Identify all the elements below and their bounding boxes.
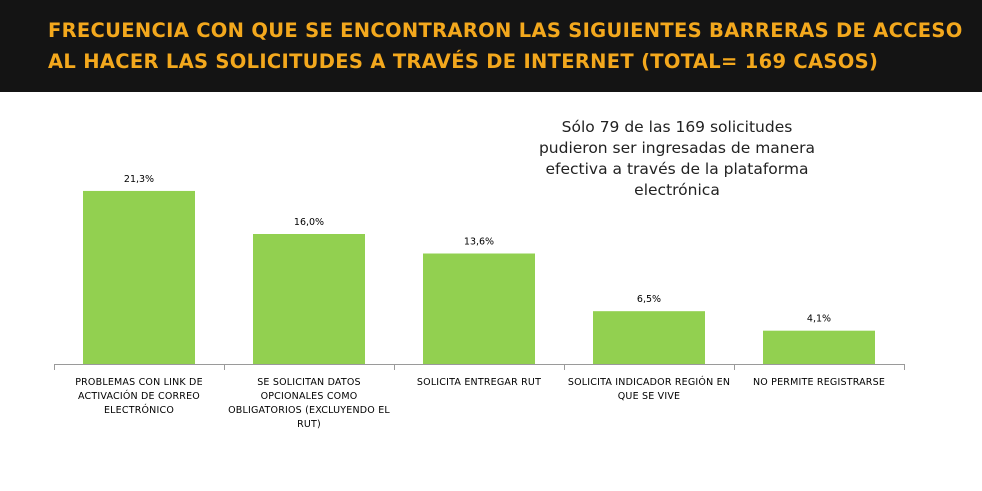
data-label: 13,6% <box>464 237 494 248</box>
title-banner: FRECUENCIA CON QUE SE ENCONTRARON LAS SI… <box>0 0 982 92</box>
data-label: 16,0% <box>294 217 324 228</box>
page-title-line-1: FRECUENCIA CON QUE SE ENCONTRARON LAS SI… <box>48 19 963 42</box>
bar <box>423 253 535 364</box>
bar <box>253 234 365 364</box>
category-label: SE SOLICITAN DATOS OPCIONALES COMO OBLIG… <box>228 377 390 430</box>
bar <box>83 190 195 364</box>
category-label: SOLICITA ENTREGAR RUT <box>416 377 542 388</box>
chart-annotation: Sólo 79 de las 169 solicitudes pudieron … <box>538 118 816 199</box>
category-label: PROBLEMAS CON LINK DE ACTIVACIÓN DE CORR… <box>75 377 203 416</box>
category-label: NO PERMITE REGISTRARSE <box>752 377 886 388</box>
data-label: 21,3% <box>124 174 154 185</box>
category-label: SOLICITA INDICADOR REGIÓN EN QUE SE VIVE <box>567 377 731 402</box>
bar <box>593 311 705 364</box>
bar <box>763 330 875 364</box>
page-title-line-2: AL HACER LAS SOLICITUDES A TRAVÉS DE INT… <box>48 50 879 73</box>
data-label: 6,5% <box>637 294 661 305</box>
data-label: 4,1% <box>807 314 831 325</box>
